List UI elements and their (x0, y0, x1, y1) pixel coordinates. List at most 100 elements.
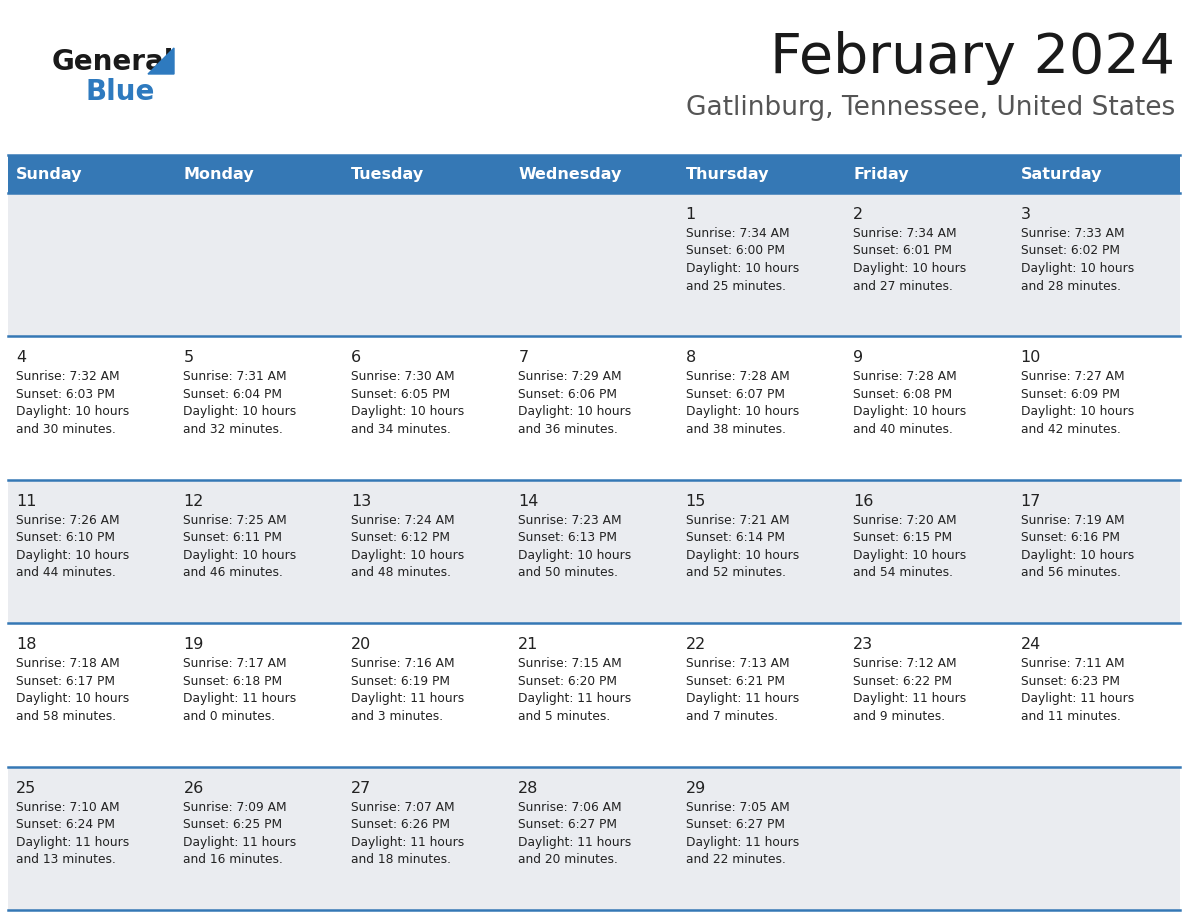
Text: 2: 2 (853, 207, 864, 222)
Text: Daylight: 11 hours: Daylight: 11 hours (183, 692, 297, 705)
Text: Sunrise: 7:05 AM: Sunrise: 7:05 AM (685, 800, 790, 813)
Text: Daylight: 10 hours: Daylight: 10 hours (685, 262, 800, 275)
Text: Daylight: 10 hours: Daylight: 10 hours (15, 549, 129, 562)
Text: and 20 minutes.: and 20 minutes. (518, 853, 618, 866)
Text: Sunrise: 7:34 AM: Sunrise: 7:34 AM (853, 227, 956, 240)
Text: Daylight: 10 hours: Daylight: 10 hours (350, 406, 465, 419)
Text: Sunrise: 7:27 AM: Sunrise: 7:27 AM (1020, 370, 1124, 384)
Text: and 11 minutes.: and 11 minutes. (1020, 710, 1120, 722)
Text: Sunset: 6:11 PM: Sunset: 6:11 PM (183, 532, 283, 544)
Text: Daylight: 10 hours: Daylight: 10 hours (518, 406, 632, 419)
Text: 25: 25 (15, 780, 37, 796)
Text: and 22 minutes.: and 22 minutes. (685, 853, 785, 866)
Polygon shape (148, 48, 173, 74)
FancyBboxPatch shape (8, 193, 1180, 336)
Text: 10: 10 (1020, 351, 1041, 365)
Text: Sunset: 6:09 PM: Sunset: 6:09 PM (1020, 388, 1119, 401)
Text: Sunset: 6:13 PM: Sunset: 6:13 PM (518, 532, 618, 544)
Text: Thursday: Thursday (685, 166, 769, 182)
Text: Sunset: 6:12 PM: Sunset: 6:12 PM (350, 532, 450, 544)
Text: Sunset: 6:00 PM: Sunset: 6:00 PM (685, 244, 785, 258)
Text: Sunset: 6:15 PM: Sunset: 6:15 PM (853, 532, 953, 544)
Text: Daylight: 11 hours: Daylight: 11 hours (350, 835, 465, 848)
Text: February 2024: February 2024 (770, 31, 1175, 85)
Text: Sunrise: 7:20 AM: Sunrise: 7:20 AM (853, 514, 956, 527)
Text: and 13 minutes.: and 13 minutes. (15, 853, 116, 866)
FancyBboxPatch shape (8, 155, 1180, 193)
Text: and 5 minutes.: and 5 minutes. (518, 710, 611, 722)
Text: and 36 minutes.: and 36 minutes. (518, 423, 618, 436)
Text: Sunrise: 7:30 AM: Sunrise: 7:30 AM (350, 370, 455, 384)
Text: Sunset: 6:07 PM: Sunset: 6:07 PM (685, 388, 785, 401)
Text: Sunrise: 7:19 AM: Sunrise: 7:19 AM (1020, 514, 1124, 527)
Text: Sunset: 6:23 PM: Sunset: 6:23 PM (1020, 675, 1119, 688)
Text: Sunrise: 7:34 AM: Sunrise: 7:34 AM (685, 227, 789, 240)
Text: Daylight: 10 hours: Daylight: 10 hours (518, 549, 632, 562)
FancyBboxPatch shape (8, 623, 1180, 767)
Text: Sunrise: 7:12 AM: Sunrise: 7:12 AM (853, 657, 956, 670)
Text: 19: 19 (183, 637, 204, 652)
Text: Daylight: 11 hours: Daylight: 11 hours (685, 692, 800, 705)
Text: 29: 29 (685, 780, 706, 796)
Text: Sunrise: 7:16 AM: Sunrise: 7:16 AM (350, 657, 455, 670)
Text: Sunrise: 7:28 AM: Sunrise: 7:28 AM (685, 370, 790, 384)
Text: 18: 18 (15, 637, 37, 652)
Text: Sunset: 6:10 PM: Sunset: 6:10 PM (15, 532, 115, 544)
Text: 12: 12 (183, 494, 204, 509)
Text: 15: 15 (685, 494, 706, 509)
Text: Wednesday: Wednesday (518, 166, 621, 182)
Text: and 56 minutes.: and 56 minutes. (1020, 566, 1120, 579)
Text: 11: 11 (15, 494, 37, 509)
Text: Sunset: 6:01 PM: Sunset: 6:01 PM (853, 244, 952, 258)
Text: Daylight: 10 hours: Daylight: 10 hours (183, 549, 297, 562)
Text: 17: 17 (1020, 494, 1041, 509)
Text: Sunset: 6:05 PM: Sunset: 6:05 PM (350, 388, 450, 401)
Text: Sunset: 6:19 PM: Sunset: 6:19 PM (350, 675, 450, 688)
Text: and 46 minutes.: and 46 minutes. (183, 566, 283, 579)
Text: 14: 14 (518, 494, 538, 509)
Text: Blue: Blue (86, 78, 154, 106)
Text: Monday: Monday (183, 166, 254, 182)
Text: Sunrise: 7:18 AM: Sunrise: 7:18 AM (15, 657, 120, 670)
Text: Daylight: 10 hours: Daylight: 10 hours (853, 549, 966, 562)
Text: Sunset: 6:17 PM: Sunset: 6:17 PM (15, 675, 115, 688)
Text: Daylight: 11 hours: Daylight: 11 hours (350, 692, 465, 705)
Text: and 7 minutes.: and 7 minutes. (685, 710, 778, 722)
Text: 24: 24 (1020, 637, 1041, 652)
Text: Sunrise: 7:23 AM: Sunrise: 7:23 AM (518, 514, 621, 527)
Text: Daylight: 10 hours: Daylight: 10 hours (1020, 262, 1133, 275)
Text: Sunrise: 7:09 AM: Sunrise: 7:09 AM (183, 800, 287, 813)
Text: Sunset: 6:04 PM: Sunset: 6:04 PM (183, 388, 283, 401)
Text: Daylight: 10 hours: Daylight: 10 hours (853, 406, 966, 419)
Text: 13: 13 (350, 494, 371, 509)
Text: and 54 minutes.: and 54 minutes. (853, 566, 953, 579)
Text: 3: 3 (1020, 207, 1030, 222)
Text: Sunrise: 7:28 AM: Sunrise: 7:28 AM (853, 370, 956, 384)
Text: Sunrise: 7:33 AM: Sunrise: 7:33 AM (1020, 227, 1124, 240)
Text: Daylight: 11 hours: Daylight: 11 hours (183, 835, 297, 848)
Text: Sunrise: 7:21 AM: Sunrise: 7:21 AM (685, 514, 789, 527)
Text: 1: 1 (685, 207, 696, 222)
Text: Daylight: 10 hours: Daylight: 10 hours (1020, 406, 1133, 419)
Text: 28: 28 (518, 780, 538, 796)
Text: and 28 minutes.: and 28 minutes. (1020, 279, 1120, 293)
Text: 23: 23 (853, 637, 873, 652)
Text: Sunset: 6:20 PM: Sunset: 6:20 PM (518, 675, 618, 688)
Text: 27: 27 (350, 780, 371, 796)
Text: Sunset: 6:08 PM: Sunset: 6:08 PM (853, 388, 953, 401)
Text: and 58 minutes.: and 58 minutes. (15, 710, 116, 722)
Text: Sunset: 6:27 PM: Sunset: 6:27 PM (518, 818, 618, 831)
Text: Sunset: 6:25 PM: Sunset: 6:25 PM (183, 818, 283, 831)
Text: Sunrise: 7:25 AM: Sunrise: 7:25 AM (183, 514, 287, 527)
Text: 8: 8 (685, 351, 696, 365)
Text: Sunset: 6:26 PM: Sunset: 6:26 PM (350, 818, 450, 831)
Text: Sunrise: 7:13 AM: Sunrise: 7:13 AM (685, 657, 789, 670)
Text: Sunrise: 7:26 AM: Sunrise: 7:26 AM (15, 514, 120, 527)
Text: 4: 4 (15, 351, 26, 365)
Text: Sunday: Sunday (15, 166, 82, 182)
Text: Daylight: 11 hours: Daylight: 11 hours (685, 835, 800, 848)
Text: Sunrise: 7:29 AM: Sunrise: 7:29 AM (518, 370, 621, 384)
Text: General: General (52, 48, 175, 76)
Text: Gatlinburg, Tennessee, United States: Gatlinburg, Tennessee, United States (685, 95, 1175, 121)
Text: Sunrise: 7:10 AM: Sunrise: 7:10 AM (15, 800, 120, 813)
